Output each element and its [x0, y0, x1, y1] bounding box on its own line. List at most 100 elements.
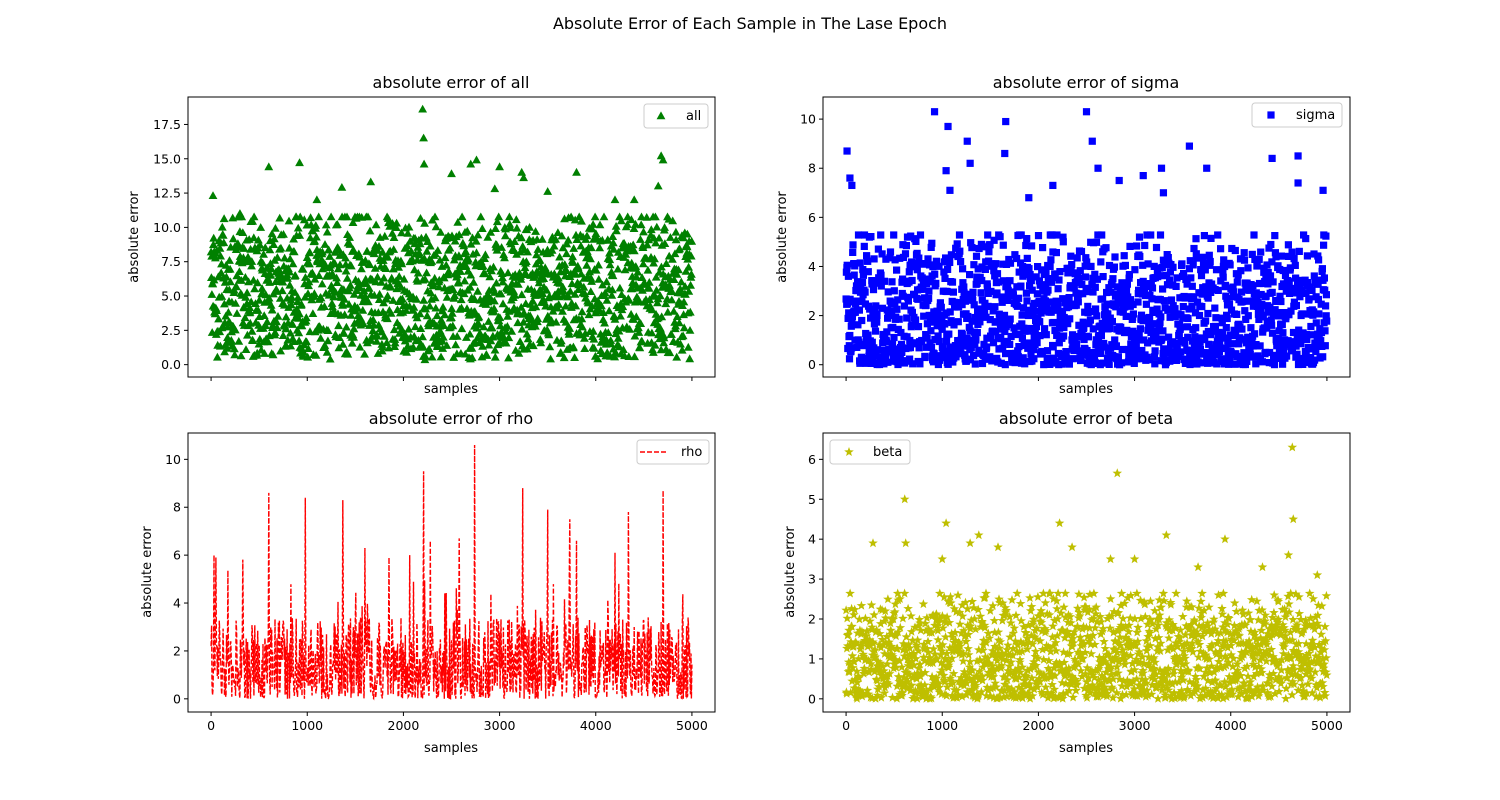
data-point [447, 304, 457, 313]
data-point [293, 293, 303, 301]
data-point [619, 345, 628, 353]
data-point [978, 662, 988, 672]
data-point [1275, 347, 1283, 356]
data-point [634, 328, 644, 336]
data-point [1290, 255, 1298, 263]
data-point-outlier [942, 167, 950, 175]
data-point [650, 254, 659, 263]
data-point [383, 314, 392, 323]
data-point [1120, 622, 1131, 632]
data-point [248, 216, 257, 225]
data-point [1063, 629, 1073, 639]
data-point [465, 282, 475, 291]
data-point [935, 262, 943, 270]
data-point [1292, 342, 1300, 350]
data-point [276, 243, 286, 252]
data-point [1075, 321, 1083, 329]
data-point [209, 233, 219, 242]
data-point-outlier [1185, 142, 1193, 150]
data-point [1220, 256, 1228, 264]
data-point [572, 235, 582, 243]
data-point [1195, 311, 1204, 320]
data-point [681, 267, 691, 275]
data-point [1144, 339, 1152, 347]
data-point [316, 333, 326, 342]
data-point [1227, 306, 1236, 314]
data-point [946, 598, 956, 608]
data-point [1121, 303, 1129, 311]
data-point [1250, 662, 1260, 672]
data-point [892, 588, 903, 598]
data-point [397, 259, 407, 268]
data-point [610, 314, 620, 323]
data-point [929, 358, 938, 366]
data-point [983, 628, 994, 638]
data-point [1111, 687, 1122, 697]
data-point [901, 250, 910, 258]
data-point [1323, 317, 1331, 325]
data-point [855, 306, 863, 314]
data-point [595, 220, 605, 229]
data-point [1218, 314, 1226, 322]
data-point [993, 627, 1004, 637]
data-point [1201, 266, 1209, 274]
data-point [1312, 319, 1320, 327]
data-point [248, 336, 258, 344]
data-point [854, 685, 864, 694]
data-point [1017, 662, 1028, 672]
data-point [496, 289, 506, 298]
data-point [651, 212, 660, 221]
x-ticks-sigma [845, 377, 1328, 381]
data-point [1121, 632, 1131, 642]
data-point [1226, 356, 1234, 364]
data-point [541, 301, 551, 310]
data-point [435, 255, 445, 264]
data-point [955, 231, 964, 239]
data-point [1066, 282, 1075, 290]
data-point [1222, 324, 1230, 332]
data-point [510, 290, 520, 299]
data-point [671, 227, 681, 236]
data-point [994, 278, 1002, 286]
data-point [595, 243, 605, 252]
data-point [359, 286, 369, 295]
data-point [1021, 628, 1031, 638]
data-point [1079, 638, 1089, 648]
data-point [687, 269, 696, 278]
data-point [1159, 285, 1167, 293]
data-point [525, 311, 535, 320]
data-point [1259, 619, 1270, 629]
data-point [670, 249, 680, 258]
data-point [1113, 283, 1121, 291]
data-point [1142, 300, 1150, 308]
data-point [335, 260, 345, 269]
data-point [984, 670, 994, 680]
data-point [1009, 291, 1017, 299]
data-point [1293, 350, 1301, 358]
data-point [1176, 665, 1186, 675]
data-point [287, 292, 296, 301]
data-point [992, 655, 1003, 665]
data-point [447, 313, 456, 321]
data-point [892, 352, 900, 360]
data-point [1205, 251, 1213, 259]
data-point-outlier [1294, 179, 1302, 187]
data-point [1005, 292, 1013, 300]
data-point [1152, 642, 1163, 651]
data-point [1139, 261, 1147, 269]
data-point [628, 240, 638, 249]
data-point [389, 245, 399, 253]
data-point [1000, 672, 1010, 682]
data-point [1001, 361, 1009, 369]
data-point [440, 310, 450, 319]
data-point [1000, 311, 1009, 319]
data-point [989, 307, 997, 315]
data-point [1143, 690, 1153, 700]
data-point [1140, 674, 1151, 684]
data-point [1121, 261, 1129, 269]
data-point [1233, 691, 1243, 701]
data-point [1041, 325, 1049, 333]
data-point [1147, 680, 1157, 690]
data-point [607, 290, 617, 299]
data-point [1084, 604, 1095, 614]
